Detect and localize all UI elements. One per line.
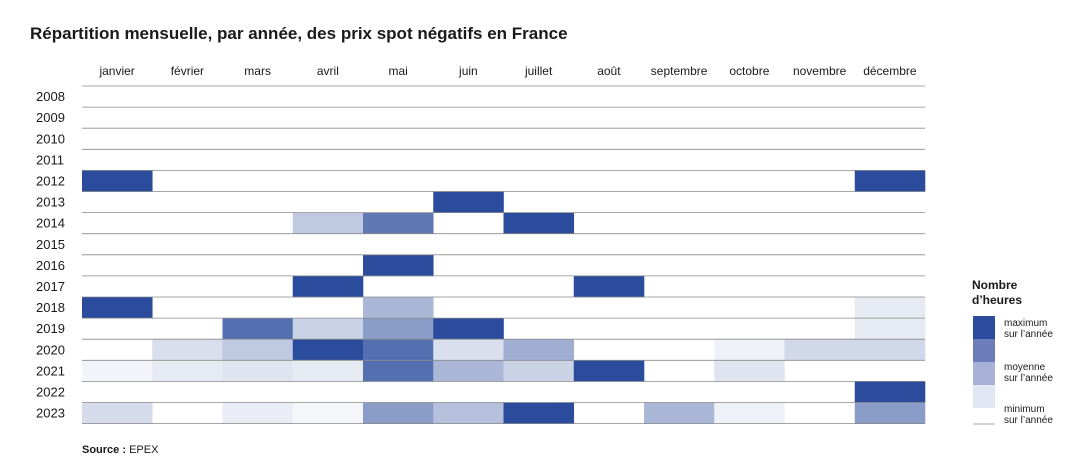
year-label: 2015 bbox=[36, 237, 65, 252]
year-label: 2014 bbox=[36, 216, 65, 231]
month-label: octobre bbox=[729, 64, 769, 78]
year-label: 2013 bbox=[36, 195, 65, 210]
year-label: 2023 bbox=[36, 406, 65, 421]
heatmap-cell-2021-8 bbox=[573, 360, 645, 382]
heatmap-cell-2019-5 bbox=[363, 318, 434, 340]
month-label: février bbox=[171, 64, 204, 78]
source-value: EPEX bbox=[129, 444, 159, 456]
year-label: 2019 bbox=[36, 321, 65, 336]
heatmap-cell-2014-5 bbox=[363, 212, 434, 234]
legend-title: d’heures bbox=[972, 293, 1022, 307]
heatmap-cell-2020-4 bbox=[292, 339, 364, 361]
heatmap-cell-2012-1 bbox=[82, 170, 153, 192]
heatmap-cell-2018-12 bbox=[854, 297, 926, 319]
legend-swatch bbox=[973, 339, 995, 362]
heatmap-cell-2020-2 bbox=[152, 339, 223, 361]
heatmap-cell-2021-2 bbox=[152, 360, 223, 382]
year-label: 2012 bbox=[36, 173, 65, 188]
heatmap-cell-2016-5 bbox=[363, 254, 434, 277]
heatmap-cell-2020-6 bbox=[433, 339, 504, 361]
heatmap-cell-2023-4 bbox=[292, 402, 364, 424]
heatmap-cell-2014-7 bbox=[503, 212, 575, 234]
month-label: novembre bbox=[793, 64, 847, 78]
heatmap-cell-2021-5 bbox=[363, 360, 434, 382]
month-label: décembre bbox=[863, 64, 917, 78]
heatmap-cell-2023-12 bbox=[854, 402, 926, 424]
year-labels: 2008 2009 2010 2011 2012 2013 2014 2015 2016 2017… bbox=[36, 89, 65, 421]
heatmap-cell-2020-5 bbox=[363, 339, 434, 361]
heatmap-cell-2019-12 bbox=[854, 318, 926, 340]
legend-label: sur l’année bbox=[1004, 373, 1053, 384]
month-label: avril bbox=[317, 64, 339, 78]
legend-title: Nombre bbox=[972, 278, 1018, 292]
heatmap-cell-2023-9 bbox=[644, 402, 715, 424]
source-note: Source : EPEX bbox=[82, 444, 158, 456]
year-label: 2016 bbox=[36, 258, 65, 273]
month-labels: janvier février mars avril mai juin juillet aoû… bbox=[98, 64, 916, 78]
heatmap-cell-2017-4 bbox=[292, 275, 364, 298]
heatmap-cell-2023-3 bbox=[222, 402, 294, 424]
heatmap-cell-2023-5 bbox=[363, 402, 434, 424]
heatmap-cell-2018-5 bbox=[363, 297, 434, 319]
heatmap-cells bbox=[82, 170, 926, 424]
legend-label: sur l’année bbox=[1004, 415, 1053, 426]
heatmap-cell-2018-1 bbox=[82, 297, 153, 319]
heatmap-cell-2022-12 bbox=[854, 381, 926, 403]
heatmap-cell-2021-7 bbox=[503, 360, 575, 382]
year-label: 2021 bbox=[36, 363, 65, 378]
year-label: 2009 bbox=[36, 110, 65, 125]
heatmap-cell-2020-11 bbox=[784, 339, 856, 361]
legend-swatch bbox=[973, 316, 995, 339]
heatmap-cell-2020-3 bbox=[222, 339, 294, 361]
heatmap-cell-2023-10 bbox=[714, 402, 785, 424]
heatmap-cell-2019-6 bbox=[433, 318, 504, 340]
year-label: 2022 bbox=[36, 384, 65, 399]
year-label: 2020 bbox=[36, 342, 65, 357]
source-label: Source : bbox=[82, 444, 127, 456]
legend-label: minimum bbox=[1004, 404, 1045, 415]
month-label: juin bbox=[458, 64, 478, 78]
heatmap-cell-2023-6 bbox=[433, 402, 504, 424]
legend-swatch bbox=[973, 385, 995, 408]
heatmap-cell-2021-1 bbox=[82, 360, 153, 382]
legend-swatch bbox=[973, 362, 995, 385]
heatmap-cell-2013-6 bbox=[433, 191, 504, 213]
heatmap-cell-2020-10 bbox=[714, 339, 785, 361]
month-label: août bbox=[597, 64, 621, 78]
heatmap-cell-2017-8 bbox=[573, 275, 645, 298]
heatmap-cell-2021-10 bbox=[714, 360, 785, 382]
legend-label: sur l’année bbox=[1004, 329, 1053, 340]
heatmap-cell-2023-1 bbox=[82, 402, 153, 424]
heatmap-cell-2020-12 bbox=[854, 339, 926, 361]
heatmap-cell-2019-3 bbox=[222, 318, 294, 340]
heatmap-cell-2012-12 bbox=[854, 170, 926, 192]
legend-label: maximum bbox=[1004, 318, 1047, 329]
year-label: 2017 bbox=[36, 279, 65, 294]
month-label: juillet bbox=[524, 64, 553, 78]
chart-title: Répartition mensuelle, par année, des pr… bbox=[30, 24, 568, 43]
heatmap-cell-2014-4 bbox=[292, 212, 364, 234]
year-label: 2010 bbox=[36, 131, 65, 146]
legend-label: moyenne bbox=[1004, 362, 1046, 373]
heatmap-cell-2021-6 bbox=[433, 360, 504, 382]
year-label: 2011 bbox=[36, 152, 64, 167]
heatmap-cell-2021-3 bbox=[222, 360, 294, 382]
year-label: 2008 bbox=[36, 89, 65, 104]
heatmap-cell-2020-7 bbox=[503, 339, 575, 361]
year-label: 2018 bbox=[36, 300, 65, 315]
month-label: septembre bbox=[651, 64, 708, 78]
heatmap-cell-2021-4 bbox=[292, 360, 364, 382]
heatmap-cell-2023-7 bbox=[503, 402, 575, 424]
month-label: mai bbox=[388, 64, 407, 78]
heatmap-cell-2019-4 bbox=[292, 318, 364, 340]
row-gridlines bbox=[82, 85, 925, 425]
month-label: janvier bbox=[98, 64, 134, 78]
month-label: mars bbox=[244, 64, 271, 78]
